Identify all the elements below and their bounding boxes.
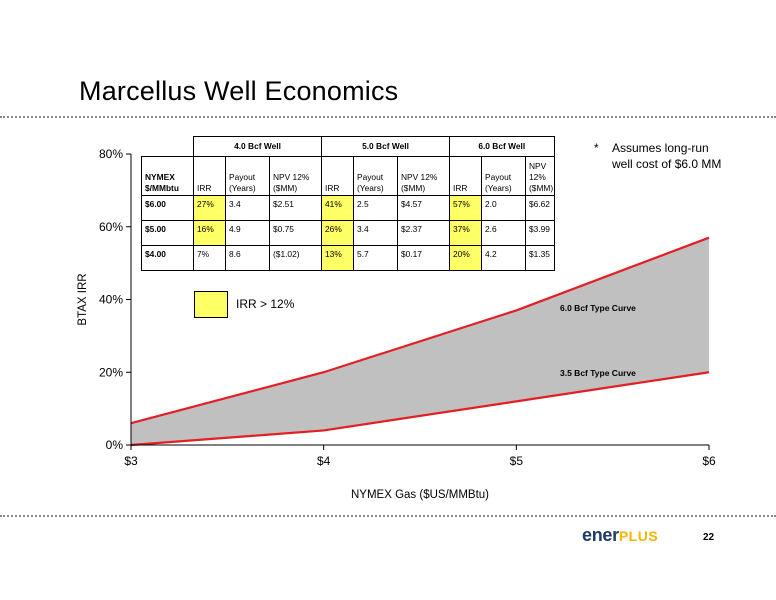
page-number: 22 xyxy=(703,532,715,543)
value-cell: 4.9 xyxy=(225,220,270,246)
series-line-6bcf xyxy=(130,236,710,425)
table-row: $5.00 16% 4.9 $0.75 26% 3.4 $2.37 37% 2.6 $3.99 xyxy=(141,220,583,246)
column-header-cell: IRR xyxy=(193,156,226,196)
x-tick-label: $6 xyxy=(702,454,716,468)
x-tick-label: $4 xyxy=(317,454,331,468)
enerplus-logo: enerPLUS xyxy=(582,525,658,546)
top-divider xyxy=(0,116,776,118)
column-header-cell: Payout (Years) xyxy=(481,156,526,196)
price-cell: $4.00 xyxy=(141,245,194,271)
value-cell: $2.51 xyxy=(269,195,322,221)
value-cell: 3.4 xyxy=(353,220,398,246)
slide-title: Marcellus Well Economics xyxy=(79,76,399,106)
group-header: 6.0 Bcf Well xyxy=(449,136,555,157)
column-header-line2: (Years) xyxy=(357,183,384,193)
value-cell: 7% xyxy=(193,245,226,271)
value-cell: 41% xyxy=(321,195,354,221)
column-header-cell: NPV 12% ($MM) xyxy=(397,156,450,196)
table-row: $4.00 7% 8.6 ($1.02) 13% 5.7 $0.17 20% 4.2 $1.35 xyxy=(141,245,583,271)
value-cell: 16% xyxy=(193,220,226,246)
column-header-cell: Payout (Years) xyxy=(225,156,270,196)
table-subheader-row: NYMEX $/MMbtu IRR Payout (Years) NPV 12% ($MM)… xyxy=(141,156,583,196)
value-cell: 27% xyxy=(193,195,226,221)
table-corner-cell xyxy=(141,136,194,157)
column-header-line2: ($MM) xyxy=(273,183,298,193)
note-asterisk: * xyxy=(594,141,599,155)
legend-label: IRR > 12% xyxy=(236,297,295,311)
group-header: 4.0 Bcf Well xyxy=(193,136,322,157)
row-header-cell: NYMEX $/MMbtu xyxy=(141,156,194,196)
column-header-cell: NPV 12% ($MM) xyxy=(269,156,322,196)
y-axis-title: BTAX IRR xyxy=(77,273,89,325)
value-cell: 2.6 xyxy=(481,220,526,246)
column-header-line2: (Years) xyxy=(229,183,256,193)
y-tick-label: 60% xyxy=(99,220,123,234)
value-cell: 4.2 xyxy=(481,245,526,271)
y-tick-label: 0% xyxy=(106,438,124,452)
price-cell: $6.00 xyxy=(141,195,194,221)
value-cell: 26% xyxy=(321,220,354,246)
value-cell: $1.35 xyxy=(525,245,555,271)
row-header-line1: NYMEX xyxy=(145,172,175,182)
value-cell: $0.17 xyxy=(397,245,450,271)
column-header-line1: Payout xyxy=(357,172,384,182)
price-cell: $5.00 xyxy=(141,220,194,246)
column-header-line2: ($MM) xyxy=(529,183,554,193)
value-cell: 3.4 xyxy=(225,195,270,221)
curve-label-35bcf: 3.5 Bcf Type Curve xyxy=(560,368,636,378)
value-cell: ($1.02) xyxy=(269,245,322,271)
y-tick-label: 20% xyxy=(99,365,123,379)
value-cell: 37% xyxy=(449,220,482,246)
column-header-line1: NPV 12% xyxy=(529,161,547,182)
value-cell: 2.5 xyxy=(353,195,398,221)
value-cell: 2.0 xyxy=(481,195,526,221)
column-header-line1: Payout xyxy=(229,172,256,182)
well-economics-table: 4.0 Bcf Well 5.0 Bcf Well 6.0 Bcf Well NYME… xyxy=(141,136,583,271)
x-tick-label: $5 xyxy=(510,454,524,468)
value-cell: 20% xyxy=(449,245,482,271)
column-header-line2: IRR xyxy=(197,183,212,193)
column-header-line2: IRR xyxy=(325,183,340,193)
table-filler-cell xyxy=(554,137,583,157)
bottom-divider xyxy=(0,515,776,517)
value-cell: $4.57 xyxy=(397,195,450,221)
value-cell: 5.7 xyxy=(353,245,398,271)
column-header-cell: IRR xyxy=(449,156,482,196)
curve-label-6bcf: 6.0 Bcf Type Curve xyxy=(560,303,636,313)
value-cell: $2.37 xyxy=(397,220,450,246)
legend-swatch xyxy=(194,291,228,318)
y-tick-label: 80% xyxy=(99,147,123,161)
column-header-line1: NPV 12% xyxy=(273,172,310,182)
column-header-line1: NPV 12% xyxy=(401,172,438,182)
note-line-1: Assumes long-run xyxy=(612,141,709,155)
value-cell: 13% xyxy=(321,245,354,271)
row-header-line2: $/MMbtu xyxy=(145,183,179,193)
value-cell: $0.75 xyxy=(269,220,322,246)
logo-text-ener: ener xyxy=(582,525,619,545)
column-header-cell: Payout (Years) xyxy=(353,156,398,196)
y-tick-label: 40% xyxy=(99,293,123,307)
column-header-line2: (Years) xyxy=(485,183,512,193)
column-header-cell: IRR xyxy=(321,156,354,196)
column-header-cell: NPV 12% ($MM) xyxy=(525,156,555,196)
x-tick-label: $3 xyxy=(124,454,138,468)
table-group-header-row: 4.0 Bcf Well 5.0 Bcf Well 6.0 Bcf Well xyxy=(141,136,583,157)
column-header-line2: IRR xyxy=(453,183,468,193)
logo-text-plus: PLUS xyxy=(618,528,659,544)
table-row: $6.00 27% 3.4 $2.51 41% 2.5 $4.57 57% 2.0 $6.62 xyxy=(141,195,583,221)
column-header-line1: Payout xyxy=(485,172,512,182)
note-line-2: well cost of $6.0 MM xyxy=(612,157,722,171)
value-cell: $3.99 xyxy=(525,220,555,246)
column-header-line2: ($MM) xyxy=(401,183,426,193)
group-header: 5.0 Bcf Well xyxy=(321,136,450,157)
value-cell: 57% xyxy=(449,195,482,221)
value-cell: $6.62 xyxy=(525,195,555,221)
value-cell: 8.6 xyxy=(225,245,270,271)
series-line-35bcf xyxy=(130,371,710,447)
x-axis-title: NYMEX Gas ($US/MMBtu) xyxy=(351,489,489,501)
